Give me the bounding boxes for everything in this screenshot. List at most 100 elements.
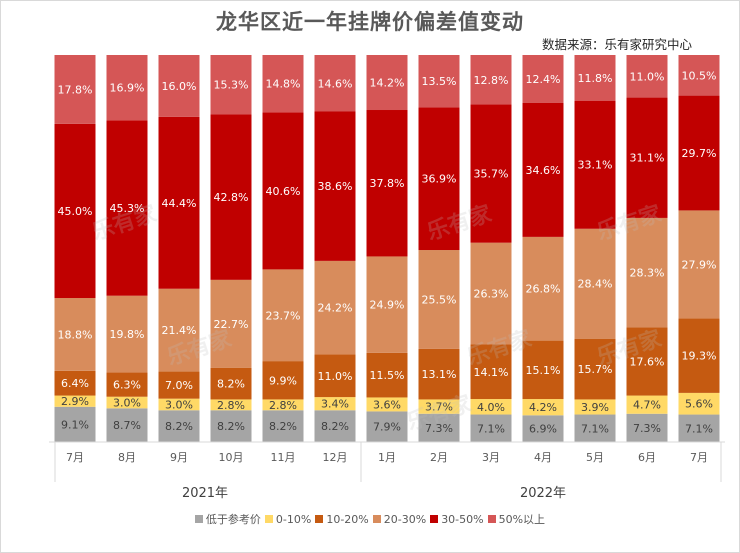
data-label: 24.9% xyxy=(370,299,405,312)
bar-segment xyxy=(54,298,96,371)
data-label: 23.7% xyxy=(266,309,301,322)
bar-segment xyxy=(678,318,720,393)
x-tick-label: 11月 xyxy=(271,451,296,464)
x-tick-label: 1月 xyxy=(378,451,396,464)
data-label: 17.6% xyxy=(630,356,665,369)
legend-item: 50%以上 xyxy=(487,511,546,527)
legend-label: 30-50% xyxy=(441,513,484,526)
data-source: 数据来源：乐有家研究中心 xyxy=(541,37,692,52)
bar-segment xyxy=(158,288,200,372)
legend-label: 10-20% xyxy=(326,513,369,526)
x-tick-label: 9月 xyxy=(170,451,188,464)
chart-title: 龙华区近一年挂牌价偏差值变动 xyxy=(216,10,524,34)
data-label: 44.4% xyxy=(162,197,197,210)
data-label: 45.0% xyxy=(58,205,93,218)
bar-segment xyxy=(314,397,356,411)
data-label: 14.1% xyxy=(474,366,509,379)
data-label: 21.4% xyxy=(162,324,197,337)
x-tick-label: 3月 xyxy=(482,451,500,464)
bar-stack: 7.9% 3.6% 11.5% 24.9% 37.8% 14.2% xyxy=(366,55,408,442)
bar-segment xyxy=(522,55,564,103)
bar-segment xyxy=(262,55,304,113)
data-label: 19.3% xyxy=(682,350,717,363)
bar-segment xyxy=(262,112,304,270)
data-label: 9.9% xyxy=(269,374,297,387)
bar-segment xyxy=(678,210,720,319)
bar-segment xyxy=(106,396,148,409)
data-label: 14.8% xyxy=(266,78,301,91)
x-tick-label: 10月 xyxy=(219,451,244,464)
data-label: 6.3% xyxy=(113,379,141,392)
data-label: 15.7% xyxy=(578,363,613,376)
bar-segment xyxy=(522,102,564,237)
data-label: 3.9% xyxy=(581,401,609,414)
bar-segment xyxy=(366,256,408,353)
x-tick-label: 7月 xyxy=(690,451,708,464)
data-label: 7.3% xyxy=(633,422,661,435)
data-label: 3.4% xyxy=(321,398,349,411)
data-label: 4.2% xyxy=(529,401,557,414)
legend-swatch-icon xyxy=(487,515,496,523)
data-label: 9.1% xyxy=(61,418,89,431)
bar-segment xyxy=(678,95,720,211)
data-label: 2.8% xyxy=(269,399,297,412)
bar-segment xyxy=(262,361,304,400)
legend-swatch-icon xyxy=(372,515,381,523)
bar-segment xyxy=(418,399,460,414)
legend-swatch-icon xyxy=(194,515,203,523)
data-label: 7.0% xyxy=(165,379,193,392)
bars: 9.1% 2.9% 6.4% 18.8% 45.0% 17.8% 8.7% 3.0% 6.3% 1… xyxy=(54,55,720,442)
bar-segment xyxy=(54,406,96,442)
bar-segment xyxy=(678,55,720,96)
bar-segment xyxy=(158,398,200,411)
bar-segment xyxy=(574,55,616,101)
legend-item: 30-50% xyxy=(430,513,484,526)
data-label: 11.0% xyxy=(630,70,665,83)
bar-segment xyxy=(470,414,512,442)
bar-segment xyxy=(470,104,512,243)
data-label: 25.5% xyxy=(422,293,457,306)
bar-segment xyxy=(366,110,408,257)
data-label: 45.3% xyxy=(110,202,145,215)
data-label: 16.0% xyxy=(162,80,197,93)
bar-segment xyxy=(262,410,304,442)
bar-segment xyxy=(210,367,252,400)
bar-stack: 8.7% 3.0% 6.3% 19.8% 45.3% 16.9% xyxy=(106,55,148,442)
data-label: 14.2% xyxy=(370,77,405,90)
bar-segment xyxy=(626,217,668,328)
bar-segment xyxy=(522,399,564,416)
legend-label: 50%以上 xyxy=(498,513,546,526)
data-label: 12.8% xyxy=(474,74,509,87)
bar-segment xyxy=(678,392,720,415)
data-label: 3.0% xyxy=(113,397,141,410)
data-label: 26.8% xyxy=(526,283,561,296)
bar-segment xyxy=(158,371,200,399)
bar-segment xyxy=(574,414,616,442)
bar-segment xyxy=(366,55,408,111)
data-label: 24.2% xyxy=(318,302,353,315)
data-label: 42.8% xyxy=(214,191,249,204)
data-label: 11.0% xyxy=(318,370,353,383)
bar-segment xyxy=(314,410,356,442)
data-label: 8.2% xyxy=(321,420,349,433)
bar-segment xyxy=(626,55,668,98)
data-label: 19.8% xyxy=(110,328,145,341)
legend-item: 20-30% xyxy=(372,513,426,526)
bar-segment xyxy=(574,100,616,229)
x-tick-label: 8月 xyxy=(118,451,136,464)
data-label: 2.9% xyxy=(61,395,89,408)
bar-segment xyxy=(210,55,252,115)
data-label: 8.2% xyxy=(165,420,193,433)
data-label: 13.5% xyxy=(422,75,457,88)
x-tick-label: 12月 xyxy=(323,451,348,464)
data-label: 7.1% xyxy=(477,422,505,435)
bar-segment xyxy=(262,399,304,411)
data-label: 27.9% xyxy=(682,258,717,271)
bar-segment xyxy=(626,413,668,442)
data-label: 18.8% xyxy=(58,328,93,341)
data-label: 15.3% xyxy=(214,79,249,92)
bar-segment xyxy=(314,111,356,261)
data-label: 7.1% xyxy=(581,422,609,435)
x-tick-label: 7月 xyxy=(66,451,84,464)
data-label: 4.7% xyxy=(633,399,661,412)
